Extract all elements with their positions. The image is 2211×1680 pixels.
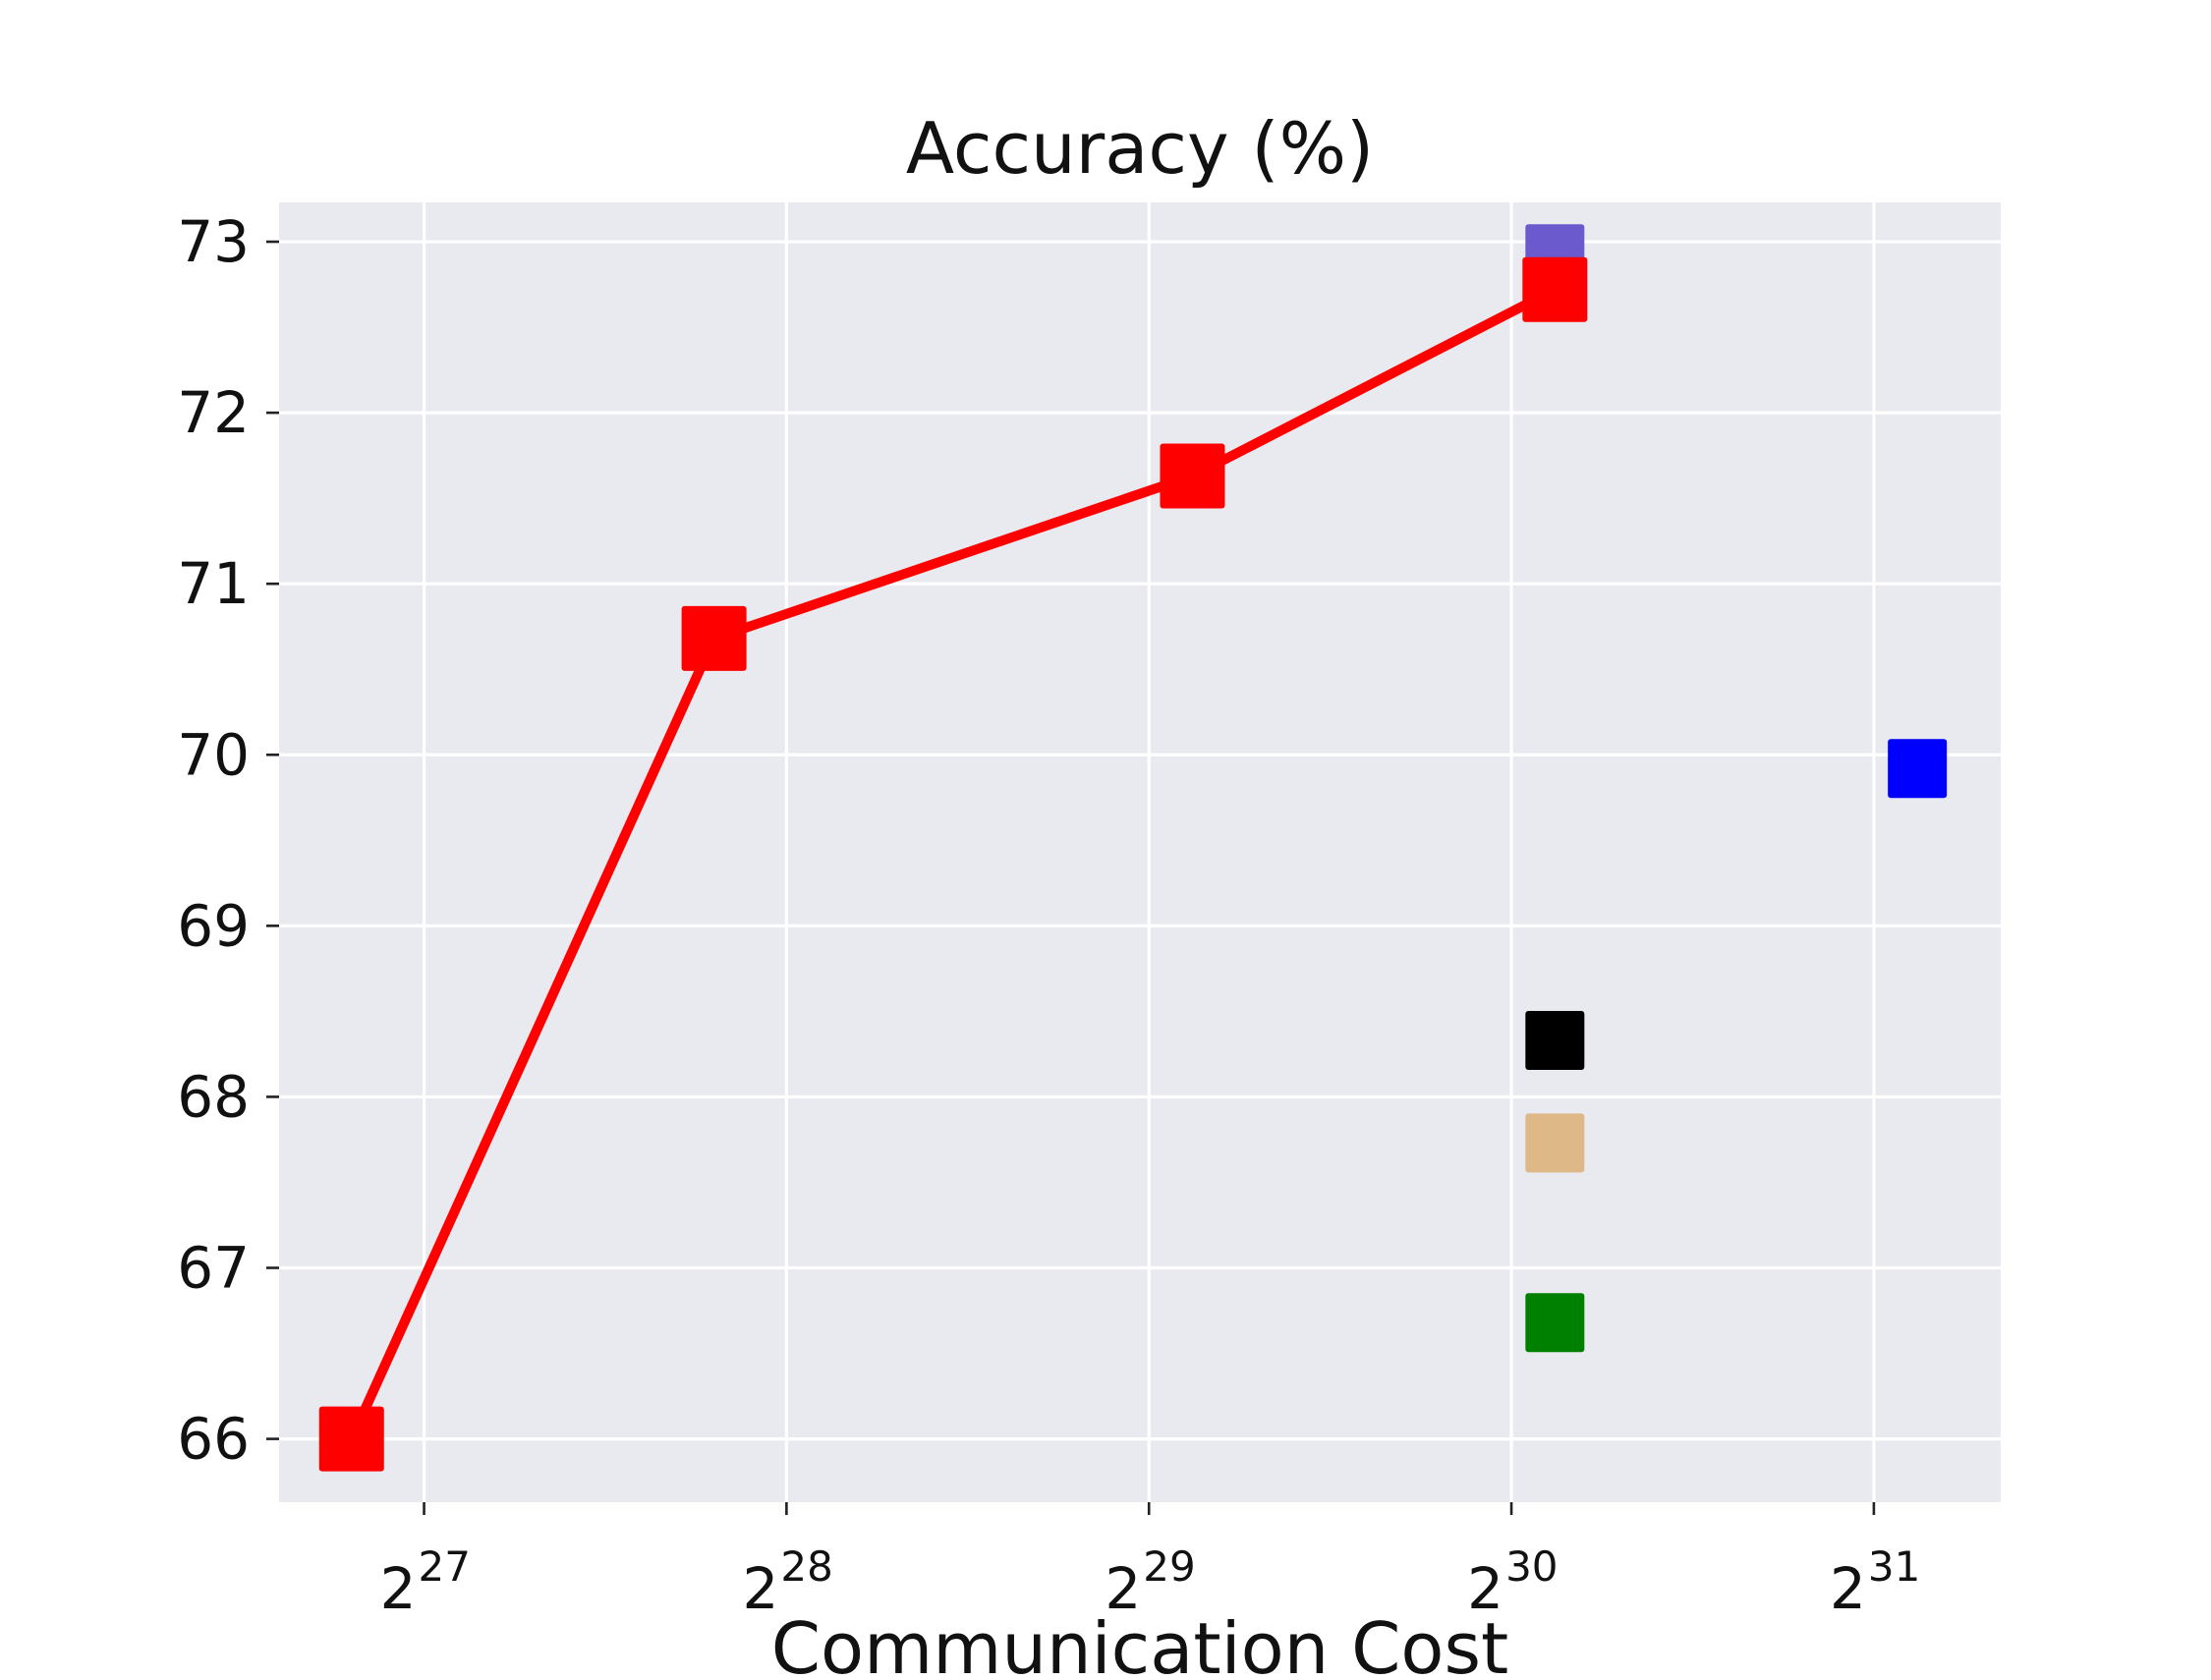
x-tick-label-base: 2	[742, 1555, 778, 1622]
y-tick-label: 70	[177, 721, 250, 788]
line-marker	[681, 605, 747, 671]
series	[318, 224, 1948, 1472]
series-line	[347, 285, 1558, 1441]
y-tick-label: 72	[177, 379, 250, 446]
x-tick-label-exponent: 31	[1868, 1542, 1920, 1591]
x-tick-label-base: 2	[1467, 1555, 1503, 1622]
labels: Accuracy (%) Communication Cost	[771, 107, 1508, 1680]
scatter-marker	[1525, 1010, 1585, 1070]
scatter-marker	[1888, 739, 1948, 799]
y-tick-label: 66	[177, 1406, 250, 1473]
x-tick-label-exponent: 28	[780, 1542, 832, 1591]
x-tick-label-exponent: 30	[1505, 1542, 1558, 1591]
scatter-marker	[1525, 1293, 1585, 1353]
chart-title: Accuracy (%)	[906, 107, 1374, 190]
x-tick-label-base: 2	[1105, 1555, 1141, 1622]
x-tick-label-exponent: 27	[419, 1542, 471, 1591]
x-tick-label-exponent: 29	[1143, 1542, 1195, 1591]
line-marker	[318, 1406, 384, 1472]
y-tick-label: 69	[177, 892, 250, 959]
x-tick-label-base: 2	[1830, 1555, 1866, 1622]
y-tick-label: 73	[177, 208, 250, 275]
x-axis-label: Communication Cost	[771, 1607, 1508, 1680]
line-marker	[1160, 443, 1225, 509]
scatter-marker	[1525, 1113, 1585, 1173]
x-tick-label-base: 2	[380, 1555, 417, 1622]
y-tick-label: 67	[177, 1235, 250, 1302]
y-tick-label: 71	[177, 550, 250, 617]
plot-area	[279, 202, 2001, 1502]
y-tick-label: 68	[177, 1063, 250, 1130]
line-marker	[1522, 256, 1588, 322]
grid	[279, 202, 2001, 1502]
